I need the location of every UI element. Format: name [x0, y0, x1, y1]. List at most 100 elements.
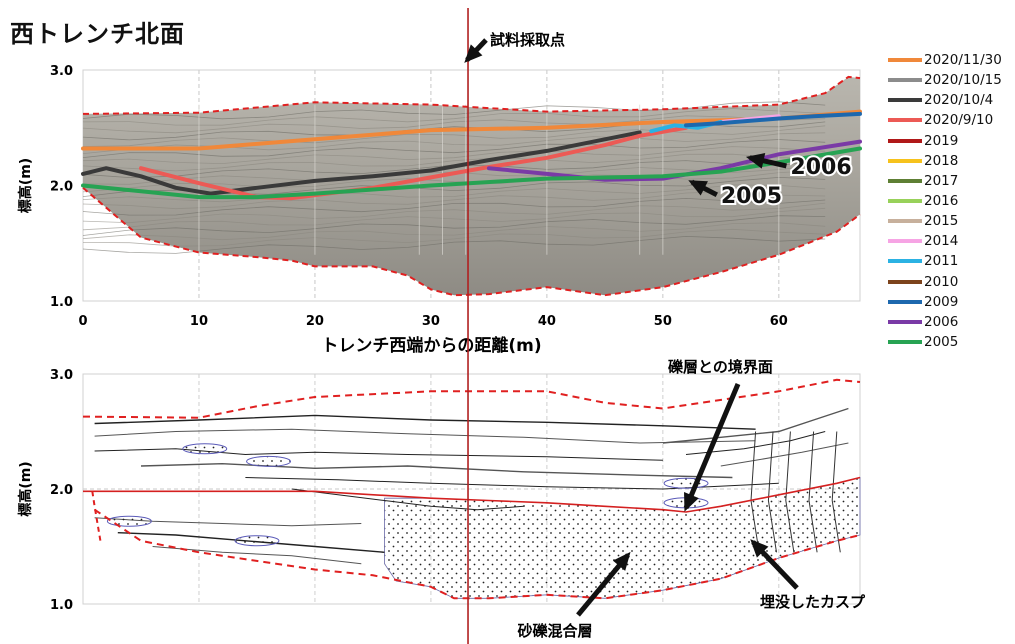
- sketch-strata-line: [94, 448, 663, 461]
- legend-swatch: [888, 319, 922, 324]
- cusp-stroke: [785, 431, 795, 553]
- lower-boundary: [82, 187, 861, 297]
- legend-label: 2018: [924, 152, 959, 169]
- annotation-buried-cusp: 埋没したカスプ: [760, 593, 866, 611]
- sketch-strata-line: [94, 428, 756, 444]
- legend-label: 2011: [924, 253, 959, 270]
- legend: 2020/11/30 2020/10/15 2020/10/4 2020/9/10 20…: [888, 50, 1015, 352]
- y-tick-label: 1.0: [50, 598, 73, 613]
- strata-texture-line: [82, 197, 826, 216]
- legend-swatch: [888, 259, 922, 264]
- top-panel: 1.0 2.0 3.0 0 10 20 30 40 50 60 トレンチ西端からの距離(m) 標高(m…: [17, 64, 862, 356]
- legend-swatch: [888, 58, 922, 62]
- series-line-2020-10-4: [81, 130, 642, 196]
- legend-item: 2016: [888, 191, 1015, 211]
- series-line-2005: [81, 146, 862, 200]
- strata-texture-line: [82, 139, 826, 158]
- legend-swatch: [888, 138, 922, 143]
- sketch-strata-line: [662, 407, 849, 444]
- strata-texture-line: [82, 215, 826, 236]
- legend-swatch: [888, 78, 922, 83]
- x-tick-label: 60: [770, 314, 788, 329]
- sketch-strata-line: [140, 462, 733, 479]
- legend-label: 2010: [924, 273, 959, 290]
- legend-label: 2014: [924, 233, 959, 250]
- legend-swatch: [888, 339, 922, 344]
- y-axis-label: 標高(m): [17, 461, 34, 516]
- x-tick-label: 10: [190, 314, 208, 329]
- gravel-lens: [182, 443, 228, 455]
- gravel-lens: [246, 455, 292, 467]
- lower-boundary: [94, 508, 861, 600]
- legend-item: 2018: [888, 151, 1015, 171]
- strata-texture-line: [82, 146, 826, 165]
- legend-label: 2020/10/4: [924, 92, 994, 109]
- x-axis-label: トレンチ西端からの距離(m): [321, 335, 541, 356]
- x-tick-label: 0: [78, 314, 87, 329]
- strata-texture-line: [82, 222, 826, 241]
- legend-item: 2015: [888, 211, 1015, 231]
- annotation-sand-gravel-layer-arrow-head: [612, 551, 631, 571]
- legend-label: 2015: [924, 213, 959, 230]
- x-tick-label: 40: [538, 314, 556, 329]
- legend-item: 2011: [888, 251, 1015, 271]
- legend-label: 2009: [924, 293, 959, 310]
- cusp-stroke: [767, 431, 777, 553]
- series-line-2020-9-10: [139, 125, 688, 201]
- legend-swatch: [888, 118, 922, 123]
- strata-texture-line: [82, 101, 826, 120]
- strata-texture-line: [82, 108, 826, 126]
- series-line-2009: [684, 111, 862, 128]
- legend-label: 2016: [924, 192, 959, 209]
- sampling-point-label: 試料採取点: [490, 31, 565, 49]
- gravel-boundary-line: [83, 476, 861, 513]
- legend-swatch: [888, 178, 922, 183]
- annotation-2005-arrow-head: [688, 180, 708, 196]
- bottom-panel: 1.0 2.0 3.0 標高(m): [17, 368, 861, 613]
- upper-boundary: [82, 378, 861, 419]
- sketch-strata-line: [685, 431, 826, 455]
- x-tick-label: 20: [306, 314, 324, 329]
- annotation-2006: 2006: [790, 155, 851, 180]
- legend-item: 2019: [888, 131, 1015, 151]
- legend-swatch: [888, 279, 922, 284]
- legend-label: 2005: [924, 333, 959, 350]
- annotation-sand-gravel-layer: 砂礫混合層: [517, 622, 592, 640]
- sampling-point-arrow-head: [464, 44, 483, 63]
- legend-label: 2020/11/30: [924, 52, 1002, 68]
- annotation-gravel-boundary-arrow-head: [684, 491, 699, 512]
- strata-texture-line: [82, 228, 826, 247]
- annotation-buried-cusp-arrow-head: [750, 539, 769, 558]
- y-axis-label: 標高(m): [17, 158, 34, 213]
- legend-swatch: [888, 98, 922, 103]
- legend-swatch: [888, 239, 922, 244]
- strata-texture-line: [82, 125, 826, 147]
- sketch-strata-line: [720, 442, 849, 467]
- legend-label: 2019: [924, 132, 959, 149]
- legend-swatch: [888, 198, 922, 203]
- y-tick-label: 3.0: [50, 64, 73, 79]
- strata-texture-line: [82, 153, 826, 172]
- y-tick-label: 2.0: [50, 483, 73, 498]
- cusp-stroke: [808, 431, 818, 553]
- sketch-strata-line: [291, 488, 524, 511]
- legend-item: 2006: [888, 312, 1015, 332]
- legend-label: 2017: [924, 172, 959, 189]
- legend-item: 2020/9/10: [888, 110, 1015, 130]
- gravel-lens: [663, 477, 709, 489]
- legend-item: 2020/11/30: [888, 50, 1015, 70]
- sketch-strata-line: [94, 414, 756, 430]
- annotation-2005: 2005: [721, 184, 782, 209]
- legend-item: 2017: [888, 171, 1015, 191]
- page-title: 西トレンチ北面: [10, 20, 185, 48]
- strata-texture-line: [82, 235, 826, 254]
- legend-swatch: [888, 158, 922, 163]
- x-tick-label: 30: [422, 314, 440, 329]
- annotation-gravel-boundary-arrow-shaft: [683, 383, 741, 509]
- legend-swatch: [888, 219, 922, 224]
- cusp-stroke: [831, 431, 841, 553]
- strata-texture-line: [82, 207, 826, 231]
- legend-label: 2020/10/15: [924, 72, 1002, 89]
- gravel-lens: [234, 535, 280, 547]
- y-tick-label: 1.0: [50, 295, 73, 310]
